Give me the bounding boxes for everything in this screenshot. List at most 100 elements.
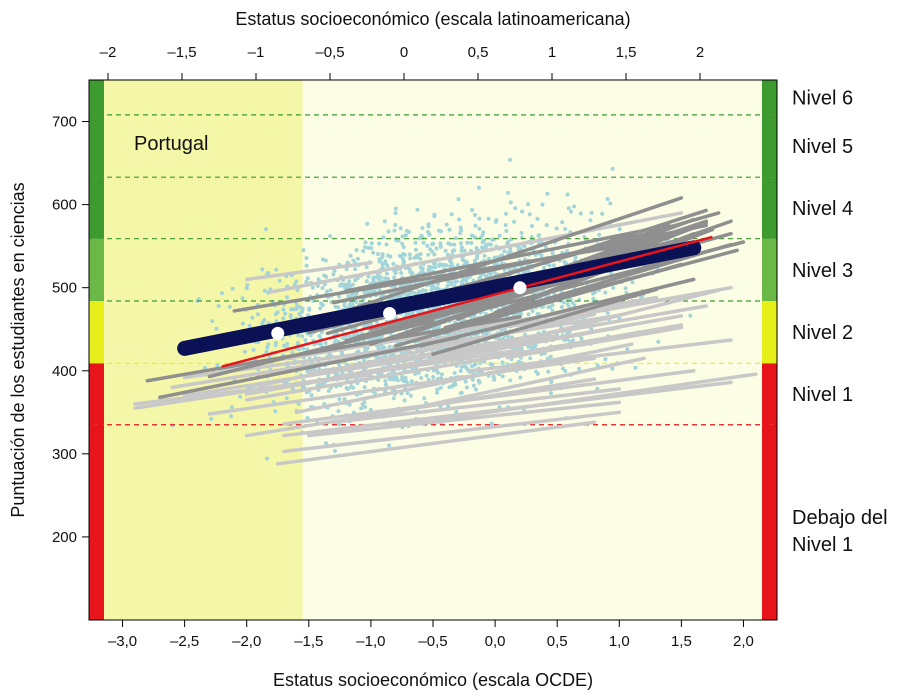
school-gradient-line (244, 377, 597, 438)
student-point (209, 416, 214, 421)
student-point (539, 253, 544, 258)
student-point (324, 274, 329, 279)
top-tick-label: 0 (400, 44, 408, 61)
student-point (365, 221, 370, 226)
student-point (544, 223, 549, 228)
student-point (487, 242, 492, 247)
student-point (227, 304, 232, 309)
student-point (549, 380, 554, 384)
student-point (366, 274, 371, 279)
top-tick-label: 0,5 (468, 44, 489, 61)
student-point (433, 261, 437, 266)
student-point (436, 228, 441, 233)
student-point (504, 211, 508, 216)
student-point (351, 258, 356, 263)
student-point (504, 229, 509, 233)
student-point (422, 396, 427, 401)
level-label: Nivel 6 (792, 87, 853, 109)
student-point (326, 373, 331, 378)
x-tick-label: 2,0 (733, 633, 754, 650)
x-tick-label: 0,5 (547, 633, 568, 650)
student-point (325, 289, 330, 294)
student-point (359, 406, 364, 411)
y-tick-label: 700 (52, 114, 77, 131)
level-bar-right (762, 238, 777, 301)
student-point (308, 333, 313, 338)
student-point (347, 303, 352, 308)
school-gradient-line (468, 338, 733, 373)
student-point (435, 390, 439, 395)
student-point (527, 212, 532, 217)
student-point (369, 241, 374, 246)
student-point (535, 371, 540, 376)
student-point (342, 397, 347, 402)
student-point (401, 260, 406, 265)
student-point (431, 241, 436, 246)
student-point (361, 249, 366, 254)
student-point (434, 246, 439, 251)
student-point (383, 379, 388, 383)
student-point (407, 252, 412, 257)
student-point (572, 204, 577, 209)
level-bar-left (89, 424, 104, 620)
student-point (297, 311, 302, 316)
student-point (561, 300, 566, 305)
student-point (336, 305, 341, 310)
student-point (453, 280, 458, 284)
student-point (426, 268, 431, 272)
student-point (327, 352, 332, 357)
student-point (264, 227, 268, 232)
student-point (502, 249, 507, 254)
student-point (229, 414, 234, 419)
top-tick-label: –2 (100, 44, 117, 61)
student-point (326, 388, 331, 393)
student-point (230, 405, 234, 410)
level-bar-right (762, 177, 777, 239)
school-gradient-line (207, 319, 435, 379)
student-point (344, 267, 349, 272)
student-point (560, 220, 565, 225)
student-point (484, 274, 489, 279)
student-point (463, 379, 468, 384)
student-point (245, 283, 250, 287)
level-bar-right (762, 363, 777, 425)
student-point (563, 369, 568, 373)
student-point (304, 256, 309, 261)
student-point (346, 294, 351, 299)
student-point (363, 405, 367, 409)
student-point (427, 264, 432, 269)
student-point (503, 223, 508, 228)
level-bar-left (89, 177, 104, 239)
student-point (355, 331, 360, 336)
student-point (219, 291, 224, 296)
student-point (256, 312, 260, 317)
student-point (318, 341, 323, 346)
student-point (426, 252, 431, 257)
student-point (284, 396, 289, 401)
student-point (362, 385, 367, 390)
student-point (418, 265, 423, 270)
student-point (565, 192, 570, 197)
student-point (408, 256, 413, 261)
student-point (393, 211, 398, 215)
gradient-point (513, 281, 527, 295)
student-point (439, 372, 444, 377)
student-point (452, 371, 457, 375)
student-point (388, 254, 393, 259)
student-point (408, 268, 413, 273)
student-point (453, 236, 458, 241)
student-point (403, 233, 408, 238)
average-gradient-line (221, 235, 713, 368)
student-point (392, 228, 397, 233)
student-point (603, 290, 608, 295)
student-point (289, 307, 294, 312)
student-point (404, 379, 409, 384)
student-point (546, 369, 551, 374)
student-point (333, 338, 338, 343)
student-point (214, 326, 219, 331)
student-point (434, 368, 439, 373)
student-point (296, 402, 301, 406)
student-point (386, 276, 391, 281)
student-point (336, 409, 341, 414)
